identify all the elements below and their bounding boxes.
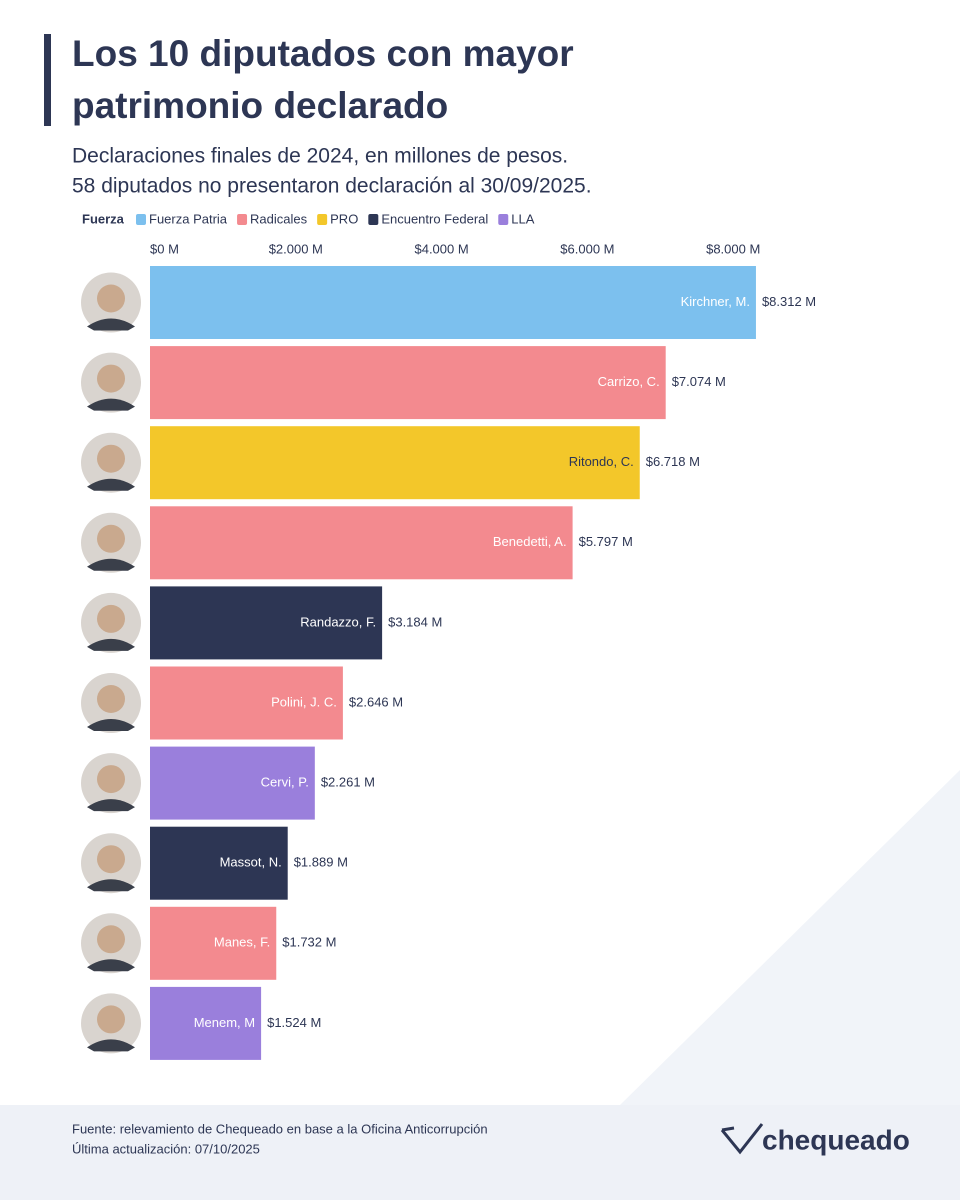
value-label: $1.524 M [267, 1015, 321, 1030]
bar-name: Manes, F. [214, 935, 270, 950]
legend-swatch [317, 214, 328, 225]
value-label: $7.074 M [672, 374, 726, 389]
bar [150, 986, 262, 1060]
portrait-face [97, 604, 125, 633]
legend-label: PRO [330, 211, 358, 226]
portrait-face [97, 845, 125, 874]
x-tick-label: $8.000 M [706, 241, 760, 256]
x-tick-label: $2.000 M [269, 241, 323, 256]
legend-title: Fuerza [82, 211, 125, 226]
bar [150, 266, 756, 339]
value-label: $5.797 M [579, 534, 633, 549]
bar [150, 426, 640, 500]
portrait-face [97, 364, 125, 393]
bar [150, 666, 343, 740]
portrait-body [87, 799, 135, 812]
portrait-body [87, 1039, 135, 1052]
updated: Última actualización: 07/10/2025 [72, 1141, 260, 1156]
portrait-face [97, 685, 125, 713]
portrait-face [97, 1005, 125, 1034]
value-label: $2.646 M [349, 694, 403, 709]
value-label: $3.184 M [388, 614, 442, 629]
bar-name: Menem, M [194, 1015, 255, 1030]
chart-title: Los 10 diputados con mayor [72, 33, 574, 74]
bar [150, 506, 573, 580]
value-label: $2.261 M [321, 775, 375, 790]
bar [150, 746, 315, 820]
legend-swatch [368, 214, 379, 225]
logo-mark [720, 1123, 764, 1155]
bar-name: Polini, J. C. [271, 694, 337, 709]
bar-name: Cervi, P. [261, 775, 309, 790]
legend-swatch [498, 214, 509, 225]
bar-name: Ritondo, C. [569, 454, 634, 469]
title-accent [44, 34, 51, 126]
bar-name: Benedetti, A. [493, 534, 567, 549]
value-label: $6.718 M [646, 454, 700, 469]
legend-label: Radicales [250, 211, 308, 226]
chart-title: patrimonio declarado [72, 85, 448, 126]
subtitle: 58 diputados no presentaron declaración … [72, 175, 592, 198]
decor [620, 770, 960, 1105]
value-label: $8.312 M [762, 294, 816, 309]
bar-name: Massot, N. [220, 855, 282, 870]
x-tick-label: $6.000 M [560, 241, 614, 256]
value-label: $1.732 M [282, 935, 336, 950]
portrait-body [87, 638, 135, 651]
bar [150, 826, 288, 900]
subtitle: Declaraciones finales de 2024, en millon… [72, 145, 568, 168]
portrait-body [87, 879, 135, 892]
legend-label: Encuentro Federal [381, 211, 488, 226]
bar [150, 586, 383, 660]
legend-label: LLA [511, 211, 534, 226]
portrait-body [87, 719, 135, 731]
portrait-face [97, 524, 125, 553]
source: Fuente: relevamiento de Chequeado en bas… [72, 1121, 488, 1136]
footer-band [0, 1105, 960, 1200]
x-tick-label: $4.000 M [414, 241, 468, 256]
legend-label: Fuerza Patria [149, 211, 228, 226]
legend-swatch [136, 214, 146, 225]
bar-name: Kirchner, M. [681, 294, 750, 309]
portrait-face [97, 765, 125, 794]
x-tick-label: $0 M [150, 241, 179, 256]
bar [150, 906, 277, 980]
portrait-body [87, 478, 135, 491]
portrait-body [87, 558, 135, 571]
value-label: $1.889 M [294, 855, 348, 870]
portrait-face [97, 284, 125, 313]
bar [150, 346, 666, 420]
portrait-body [87, 318, 135, 331]
brand-logo: chequeado [720, 1123, 910, 1155]
bar-name: Carrizo, C. [598, 374, 660, 389]
legend-swatch [237, 214, 248, 225]
portrait-face [97, 925, 125, 954]
portrait-body [87, 959, 135, 972]
bar-name: Randazzo, F. [300, 614, 376, 629]
portrait-face [97, 444, 125, 473]
portrait-body [87, 398, 135, 411]
brand: chequeado [762, 1124, 910, 1155]
